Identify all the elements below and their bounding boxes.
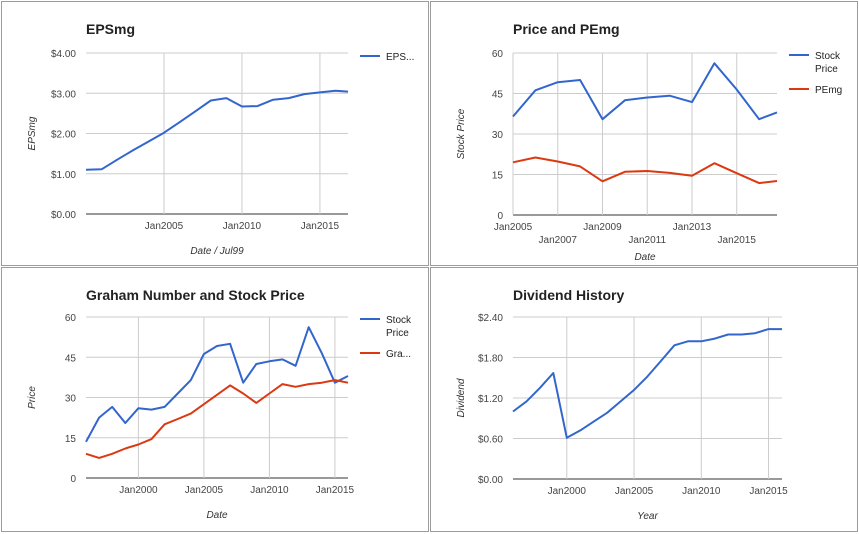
eps-chart-panel: EPSmg $0.00 $1.00 $2.00 $3.00 $4.00 Jan2005 Jan… — [1, 1, 429, 266]
y-tick-label: $1.80 — [478, 354, 503, 365]
series-line-1 — [85, 379, 349, 459]
y-tick-label: $0.60 — [478, 435, 503, 446]
series-line-0 — [512, 62, 778, 121]
x-tick-label: Jan2010 — [682, 486, 721, 497]
series-line-1 — [512, 156, 778, 185]
x-axis-title: Year — [637, 511, 658, 522]
chart-svg: Dividend History $0.00 $0.60 $1.20 $1.80 $2.4… — [456, 287, 788, 522]
y-tick-label: 30 — [492, 130, 504, 141]
y-tick-label: 0 — [70, 474, 76, 485]
graham-price-chart-panel: Graham Number and Stock Price 0 15 30 45 60 Ja… — [1, 267, 429, 532]
x-axis-title: Date — [206, 510, 228, 521]
x-tick-label: Jan2005 — [185, 485, 224, 496]
x-tick-label: Jan2005 — [615, 486, 654, 497]
chart-title: EPSmg — [86, 21, 135, 37]
x-axis-title: Date / Jul99 — [190, 246, 244, 257]
x-tick-label: Jan2015 — [749, 486, 788, 497]
legend-label: PEmg — [815, 85, 842, 96]
y-axis-title: Dividend — [456, 378, 467, 417]
x-tick-label: Jan2000 — [119, 485, 158, 496]
series-line-0 — [85, 326, 349, 443]
x-tick-label: Jan2007 — [539, 235, 578, 246]
chart-svg: EPSmg $0.00 $1.00 $2.00 $3.00 $4.00 Jan2005 Jan… — [27, 21, 414, 257]
price-pe-chart-panel: Price and PEmg 0 15 30 45 60 Jan2005 Jan2007 Jan… — [430, 1, 858, 266]
y-tick-label: 30 — [65, 394, 77, 405]
y-axis-title: EPSmg — [27, 116, 38, 150]
legend-label: Stock Price — [386, 315, 412, 339]
y-tick-label: 45 — [492, 90, 504, 101]
legend-label: Stock Price — [815, 51, 841, 75]
y-tick-label: $3.00 — [51, 89, 76, 100]
y-axis-title: Stock Price — [456, 108, 467, 159]
x-tick-label: Jan2005 — [145, 221, 184, 232]
y-tick-label: $0.00 — [478, 475, 503, 486]
legend-label: Gra... — [386, 349, 411, 360]
x-tick-label: Jan2000 — [548, 486, 587, 497]
x-axis-title: Date — [634, 252, 656, 263]
y-tick-label: $4.00 — [51, 49, 76, 60]
x-tick-label: Jan2010 — [250, 485, 289, 496]
x-tick-label: Jan2009 — [583, 222, 622, 233]
y-tick-label: 45 — [65, 353, 77, 364]
dividend-chart-panel: Dividend History $0.00 $0.60 $1.20 $1.80 $2.4… — [430, 267, 858, 532]
chart-title: Graham Number and Stock Price — [86, 287, 305, 303]
y-tick-label: $2.40 — [478, 313, 503, 324]
chart-title: Dividend History — [513, 287, 624, 303]
y-tick-label: 15 — [65, 434, 77, 445]
x-tick-label: Jan2005 — [494, 222, 533, 233]
y-tick-label: 15 — [492, 171, 504, 182]
y-tick-label: $0.00 — [51, 210, 76, 221]
x-tick-label: Jan2011 — [628, 235, 666, 246]
y-tick-label: 60 — [492, 49, 504, 60]
x-tick-label: Jan2013 — [673, 222, 712, 233]
x-tick-label: Jan2015 — [718, 235, 757, 246]
series-line-0 — [512, 328, 782, 439]
y-tick-label: $1.20 — [478, 394, 503, 405]
x-tick-label: Jan2015 — [316, 485, 355, 496]
x-tick-label: Jan2010 — [223, 221, 262, 232]
chart-svg: Graham Number and Stock Price 0 15 30 45 60 Ja… — [27, 287, 412, 521]
y-tick-label: $2.00 — [51, 130, 76, 141]
x-tick-label: Jan2015 — [301, 221, 340, 232]
chart-svg: Price and PEmg 0 15 30 45 60 Jan2005 Jan2007 Jan… — [456, 21, 842, 263]
y-tick-label: 0 — [497, 211, 503, 222]
series-line-0 — [85, 89, 349, 171]
y-axis-title: Price — [27, 386, 38, 409]
chart-title: Price and PEmg — [513, 21, 620, 37]
y-tick-label: 60 — [65, 313, 77, 324]
legend-label: EPS... — [386, 52, 414, 63]
y-tick-label: $1.00 — [51, 170, 76, 181]
